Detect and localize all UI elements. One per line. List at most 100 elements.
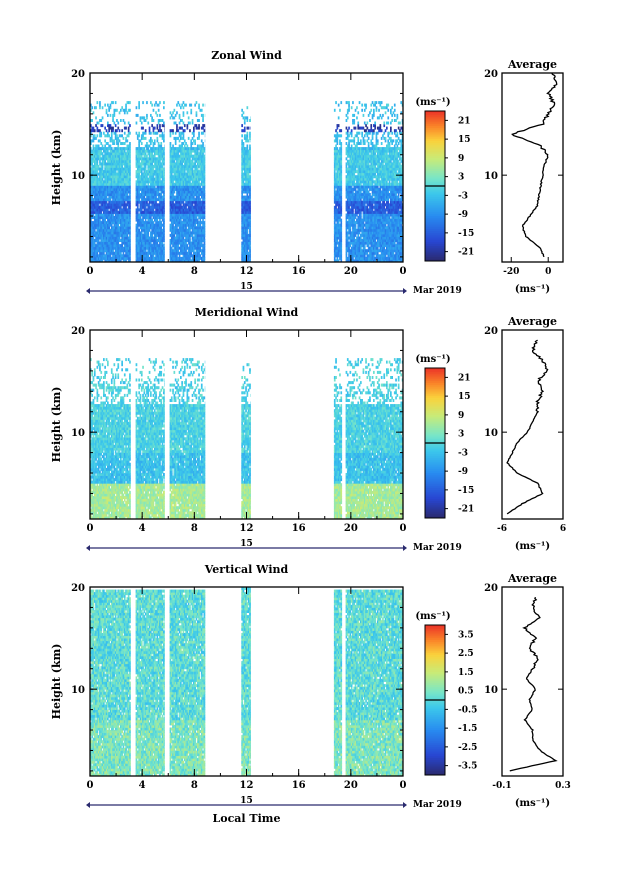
- heatmap-cell: [110, 131, 113, 135]
- heatmap-cell: [170, 185, 173, 189]
- heatmap-cell: [121, 213, 123, 217]
- heatmap-cell: [198, 164, 200, 168]
- heatmap-cell: [126, 139, 129, 143]
- heatmap-cell: [136, 136, 139, 140]
- heatmap-cell: [116, 218, 118, 222]
- heatmap-cell: [150, 147, 152, 151]
- heatmap-cell: [163, 134, 165, 138]
- heatmap-cell: [172, 254, 174, 258]
- heatmap-cell: [143, 119, 146, 122]
- heatmap-cell: [148, 249, 151, 253]
- heatmap-cell: [101, 124, 104, 128]
- heatmap-cell: [241, 210, 243, 214]
- heatmap-cell: [107, 185, 109, 189]
- heatmap-cell: [182, 193, 185, 196]
- heatmap-cell: [114, 233, 117, 237]
- heatmap-cell: [177, 256, 180, 260]
- heatmap-cell: [152, 228, 155, 232]
- heatmap-cell: [247, 195, 250, 199]
- heatmap-cell: [151, 170, 153, 174]
- heatmap-cell: [191, 172, 194, 176]
- heatmap-cell: [143, 198, 146, 202]
- heatmap-cell: [110, 162, 113, 166]
- heatmap-cell: [163, 246, 165, 250]
- heatmap-cell: [108, 223, 110, 227]
- heatmap-cell: [333, 147, 336, 151]
- heatmap-cell: [107, 218, 109, 222]
- heatmap-cell: [163, 159, 165, 163]
- heatmap-cell: [142, 157, 144, 161]
- heatmap-cell: [180, 195, 182, 199]
- heatmap-cell: [123, 231, 126, 235]
- heatmap-cell: [105, 149, 108, 153]
- heatmap-cell: [105, 175, 108, 179]
- heatmap-cell: [172, 182, 174, 186]
- heatmap-cell: [246, 149, 249, 153]
- heatmap-cell: [100, 157, 103, 161]
- heatmap-cell: [156, 221, 159, 225]
- heatmap-cell: [101, 216, 104, 219]
- heatmap-cell: [340, 228, 343, 232]
- heatmap-cell: [195, 246, 198, 250]
- heatmap-cell: [142, 180, 144, 184]
- heatmap-cell: [110, 259, 113, 263]
- heatmap-cell: [101, 228, 104, 232]
- heatmap-cell: [335, 241, 337, 245]
- heatmap-cell: [150, 249, 152, 253]
- heatmap-cell: [129, 198, 131, 202]
- heatmap-cell: [96, 218, 99, 222]
- heatmap-cell: [156, 172, 159, 176]
- heatmap-cell: [123, 198, 126, 202]
- heatmap-cell: [173, 108, 176, 112]
- heatmap-cell: [91, 175, 93, 179]
- heatmap-cell: [135, 203, 138, 207]
- heatmap-cell: [114, 185, 117, 189]
- heatmap-cell: [159, 172, 161, 176]
- heatmap-cell: [140, 226, 143, 230]
- heatmap-cell: [129, 216, 131, 219]
- heatmap-cell: [176, 193, 178, 196]
- heatmap-cell: [92, 144, 95, 148]
- heatmap-cell: [144, 164, 147, 168]
- heatmap-cell: [100, 221, 103, 225]
- heatmap-cell: [155, 131, 157, 135]
- heatmap-cell: [196, 182, 199, 186]
- heatmap-cell: [182, 231, 185, 235]
- heatmap-cell: [121, 134, 123, 138]
- heatmap-cell: [129, 177, 131, 181]
- heatmap-cell: [143, 244, 146, 248]
- heatmap-cell: [246, 233, 249, 237]
- heatmap-cell: [185, 228, 187, 232]
- heatmap-cell: [99, 119, 101, 122]
- heatmap-cell: [190, 210, 193, 214]
- heatmap-cell: [99, 193, 101, 196]
- heatmap-cell: [122, 190, 125, 194]
- heatmap-cell: [195, 124, 198, 128]
- heatmap-cell: [176, 256, 178, 260]
- heatmap-cell: [100, 134, 103, 138]
- heatmap-cell: [242, 203, 245, 207]
- heatmap-cell: [101, 259, 104, 263]
- heatmap-cell: [241, 246, 243, 250]
- heatmap-cell: [156, 218, 159, 222]
- heatmap-cell: [139, 139, 142, 143]
- heatmap-cell: [127, 182, 130, 186]
- heatmap-cell: [340, 167, 343, 171]
- heatmap-cell: [160, 157, 163, 161]
- heatmap-cell: [112, 142, 114, 145]
- heatmap-cell: [108, 159, 110, 163]
- heatmap-cell: [189, 254, 191, 258]
- heatmap-cell: [91, 213, 93, 217]
- heatmap-cell: [153, 244, 156, 248]
- heatmap-cell: [95, 157, 97, 161]
- heatmap-cell: [183, 180, 186, 184]
- heatmap-cell: [101, 203, 104, 207]
- heatmap-cell: [185, 256, 187, 260]
- heatmap-cell: [140, 177, 143, 181]
- heatmap-cell: [163, 228, 165, 232]
- heatmap-cell: [174, 241, 177, 245]
- heatmap-cell: [96, 193, 99, 196]
- heatmap-cell: [140, 193, 143, 196]
- heatmap-cell: [152, 259, 155, 263]
- heatmap-cell: [160, 256, 163, 260]
